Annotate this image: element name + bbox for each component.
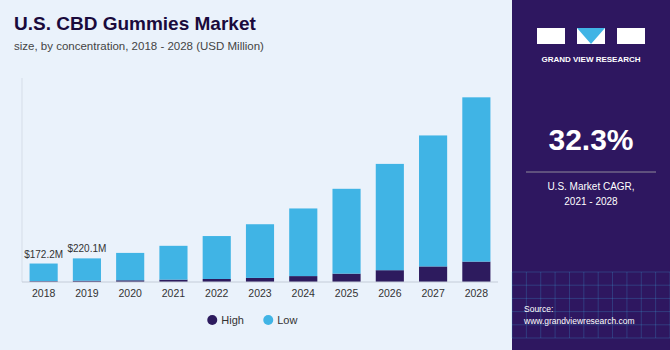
background	[0, 0, 670, 350]
panel-caption-line: U.S. Market CAGR,	[547, 181, 634, 192]
bar	[73, 258, 101, 280]
panel-decor	[612, 272, 613, 338]
bar	[332, 274, 360, 282]
x-tick-label: 2027	[421, 287, 445, 299]
panel-source: Source: www.grandviewresearch.com	[523, 304, 635, 326]
x-tick-label: 2026	[378, 287, 402, 299]
bar	[203, 236, 231, 279]
legend-swatch	[207, 315, 217, 325]
x-axis-line	[22, 282, 498, 283]
logo-triangle	[577, 28, 605, 44]
side-panel: GRAND VIEW RESEARCH 32.3% U.S. Market CAGR…	[512, 0, 670, 350]
legend-label: High	[221, 314, 244, 326]
legend-swatch	[263, 315, 273, 325]
panel-decor	[626, 272, 627, 338]
bar	[419, 135, 447, 266]
x-tick-label: 2022	[205, 287, 229, 299]
panel-brand: GRAND VIEW RESEARCH	[541, 55, 640, 64]
panel-divider	[526, 172, 656, 173]
x-tick-label: 2024	[292, 287, 316, 299]
bar	[462, 262, 490, 282]
logo-block	[577, 28, 605, 44]
logo-block	[617, 28, 645, 44]
x-tick-label: 2025	[335, 287, 359, 299]
panel-source-line: www.grandviewresearch.com	[523, 316, 635, 326]
panel-decor	[583, 272, 584, 338]
bar	[30, 264, 58, 282]
bar	[376, 270, 404, 282]
subtitle: size, by concentration, 2018 - 2028 (USD…	[14, 40, 264, 52]
bars	[30, 97, 491, 282]
x-tick-label: 2023	[248, 287, 272, 299]
annotation: $220.1M	[67, 243, 106, 254]
bar	[289, 276, 317, 282]
panel-decor	[512, 272, 670, 273]
bar	[462, 97, 490, 261]
x-tick-label: 2020	[119, 287, 143, 299]
panel-caption-line: 2021 - 2028	[564, 196, 618, 207]
bar	[246, 224, 274, 278]
x-tick-label: 2018	[32, 287, 56, 299]
bar	[116, 253, 144, 280]
panel-decor	[512, 272, 513, 338]
bar	[376, 164, 404, 270]
panel-decor	[569, 272, 570, 338]
logo-block	[537, 28, 565, 44]
annotation: $172.2M	[24, 249, 63, 260]
panel-headline: 32.3%	[548, 123, 633, 156]
y-axis-line	[22, 78, 23, 282]
panel-caption: U.S. Market CAGR, 2021 - 2028	[547, 181, 634, 207]
bar	[289, 208, 317, 276]
x-tick-label: 2021	[162, 287, 186, 299]
chart-svg: U.S. CBD Gummies Market size, by concentr…	[0, 0, 670, 350]
panel-decor	[512, 298, 670, 299]
panel-decor	[555, 272, 556, 338]
bar	[246, 278, 274, 282]
legend: High Low	[207, 314, 297, 326]
bar	[419, 266, 447, 282]
panel-background	[512, 0, 670, 350]
x-tick-label: 2019	[75, 287, 99, 299]
bar	[159, 246, 187, 280]
title: U.S. CBD Gummies Market	[14, 13, 256, 34]
legend-label: Low	[277, 314, 297, 326]
panel-decor	[512, 338, 670, 339]
bar	[332, 189, 360, 274]
panel-source-line: Source:	[524, 304, 553, 314]
panel-decor	[598, 272, 599, 338]
panel-decor	[512, 285, 670, 286]
panel-decor	[641, 272, 642, 338]
x-tick-label: 2028	[465, 287, 489, 299]
panel-decor	[655, 272, 656, 338]
